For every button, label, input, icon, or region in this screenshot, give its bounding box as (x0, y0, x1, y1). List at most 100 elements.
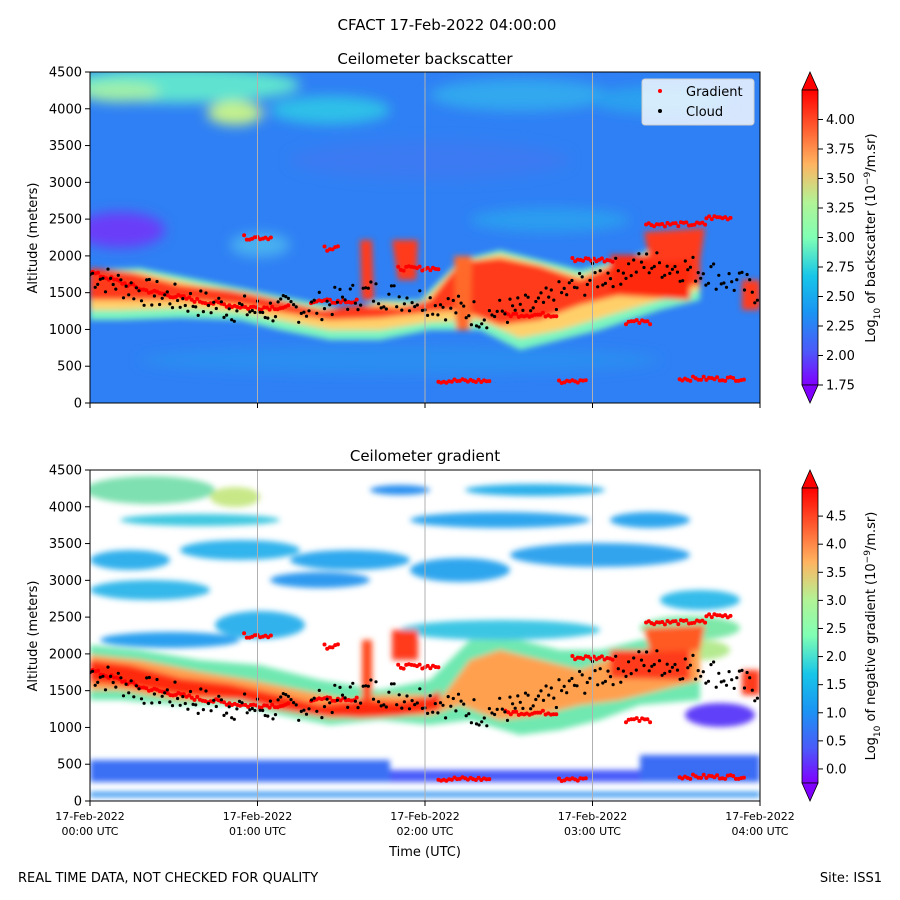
cloud-point (469, 323, 473, 327)
cloud-point (263, 315, 267, 320)
cloud-point (534, 697, 538, 702)
cloud-point (420, 706, 424, 711)
cloud-point (343, 696, 347, 700)
cloud-point (753, 301, 757, 305)
cloud-point (444, 716, 448, 720)
colorbar-tick-label: 2.5 (826, 622, 847, 637)
gradient-point (267, 307, 272, 312)
cloud-point (624, 276, 628, 280)
gradient-point (701, 374, 706, 379)
gradient-point (396, 264, 401, 269)
cloud-point (405, 694, 409, 698)
gradient-point (557, 378, 561, 383)
gradient-point (707, 612, 712, 617)
cloud-point (294, 703, 298, 707)
gradient-point (335, 642, 340, 647)
cloud-point (147, 277, 151, 282)
cloud-point (735, 676, 739, 680)
cloud-point (258, 708, 262, 712)
cloud-point (614, 654, 618, 658)
cloud-point (503, 312, 507, 316)
cloud-point (601, 283, 605, 287)
cloud-point (459, 699, 463, 703)
cloud-point (616, 667, 620, 671)
cloud-point (603, 281, 608, 285)
cloud-point (650, 266, 654, 270)
gradient-point (270, 702, 275, 707)
cloud-point (379, 306, 383, 310)
ytick-label: 2000 (49, 647, 82, 662)
xtick-time: 00:00 UTC (61, 825, 118, 838)
cloud-point (312, 298, 316, 302)
gradient-point (586, 256, 591, 261)
cloud-point (655, 251, 659, 255)
cloud-point (477, 723, 481, 727)
gradient-point (688, 378, 693, 383)
cloud-point (645, 650, 649, 654)
cloud-point (152, 692, 156, 696)
cloud-point (464, 714, 468, 718)
cloud-point (665, 264, 669, 268)
cloud-point (508, 297, 512, 301)
cloud-point (418, 289, 422, 293)
xtick-time: 02:00 UTC (396, 825, 453, 838)
cloud-point (724, 683, 729, 687)
cloud-point (219, 698, 223, 702)
cloud-point (168, 700, 172, 704)
cloud-point (727, 670, 731, 674)
cloud-point (248, 708, 252, 712)
cloud-point (580, 275, 584, 279)
cloud-point (516, 694, 520, 698)
cloud-point (188, 689, 193, 694)
cloud-point (505, 320, 510, 324)
gradient-point (144, 288, 149, 293)
cloud-point (557, 678, 561, 682)
gradient-point (676, 622, 681, 627)
cloud-point (214, 306, 218, 311)
cloud-point (699, 674, 703, 678)
gradient-title: Ceilometer gradient (350, 447, 500, 465)
cloud-point (281, 692, 285, 696)
cloud-point (353, 699, 357, 703)
cloud-point (474, 722, 479, 726)
cloud-point (214, 704, 218, 709)
gradient-point (473, 778, 478, 782)
gradient-point (473, 380, 478, 384)
ytick-label: 500 (57, 758, 82, 773)
xtick-time: 01:00 UTC (229, 825, 286, 838)
cloud-point (248, 310, 252, 314)
cloud-point (284, 693, 288, 697)
cloud-point (688, 265, 693, 269)
cloud-point (539, 291, 543, 295)
xtick-date: 17-Feb-2022 (725, 810, 794, 823)
gradient-point (242, 233, 247, 238)
cloud-point (286, 296, 290, 300)
cloud-point (462, 702, 466, 706)
cloud-point (176, 696, 180, 701)
gradient-point (187, 295, 192, 300)
cloud-point (500, 309, 504, 313)
gradient-xlabel: Time (UTC) (388, 845, 461, 860)
cloud-point (668, 271, 672, 275)
cloud-point (299, 709, 303, 714)
cloud-point (737, 669, 742, 673)
cloud-point (498, 298, 502, 302)
cloud-point (549, 288, 553, 292)
cloud-point (593, 669, 597, 673)
cloud-point (541, 300, 546, 304)
cloud-point (163, 293, 167, 297)
gradient-point (322, 642, 327, 647)
cloud-point (513, 706, 517, 710)
cloud-point (627, 262, 631, 266)
gradient-point (610, 657, 615, 662)
gradient-point (354, 695, 359, 700)
cloud-point (469, 721, 473, 725)
cloud-point (523, 691, 528, 695)
cloud-point (433, 702, 437, 706)
cloud-point (495, 707, 499, 712)
gradient-point (570, 654, 575, 658)
gradient-point (610, 259, 615, 264)
cloud-point (647, 271, 651, 275)
cloud-point (544, 684, 548, 688)
